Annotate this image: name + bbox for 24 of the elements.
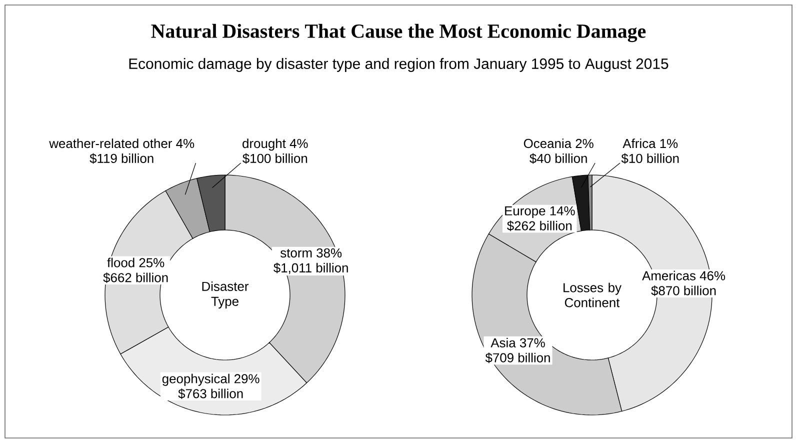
slice-label: flood 25% [107,258,164,268]
slice-label: Europe 14% [505,206,575,218]
data-label: $40 billion [530,153,587,164]
data-label: $709 billion [485,352,550,364]
slice-label: drought 4% [242,138,308,151]
slice-label: geophysical 29% [162,374,260,386]
data-label: $119 billion [90,153,154,164]
slice-label: Americas 46% [642,270,726,280]
data-label: $100 billion [242,153,308,164]
data-label: $763 billion [178,388,243,400]
slice-label: Africa 1% [622,138,678,148]
slice-label: Asia 37% [490,338,545,348]
data-label: $662 billion [103,272,168,284]
slice-label: Oceania 2% [524,138,594,148]
text: Economic damage by disaster type and region from January 1995 to August 2015 [129,58,668,72]
data-label: $262 billion [507,220,572,232]
text: Disaster Type [202,281,249,309]
data-label: $10 billion [621,153,679,164]
data-label: $870 billion [651,286,716,296]
slice-label: weather-related other 4% [49,138,194,148]
text: Losses by Continent [564,282,622,308]
text: Natural Disasters That Cause the Most Economic Damage [151,24,646,42]
data-label: $1,011 billion [274,262,348,274]
slice-label: storm 38% [280,248,342,258]
